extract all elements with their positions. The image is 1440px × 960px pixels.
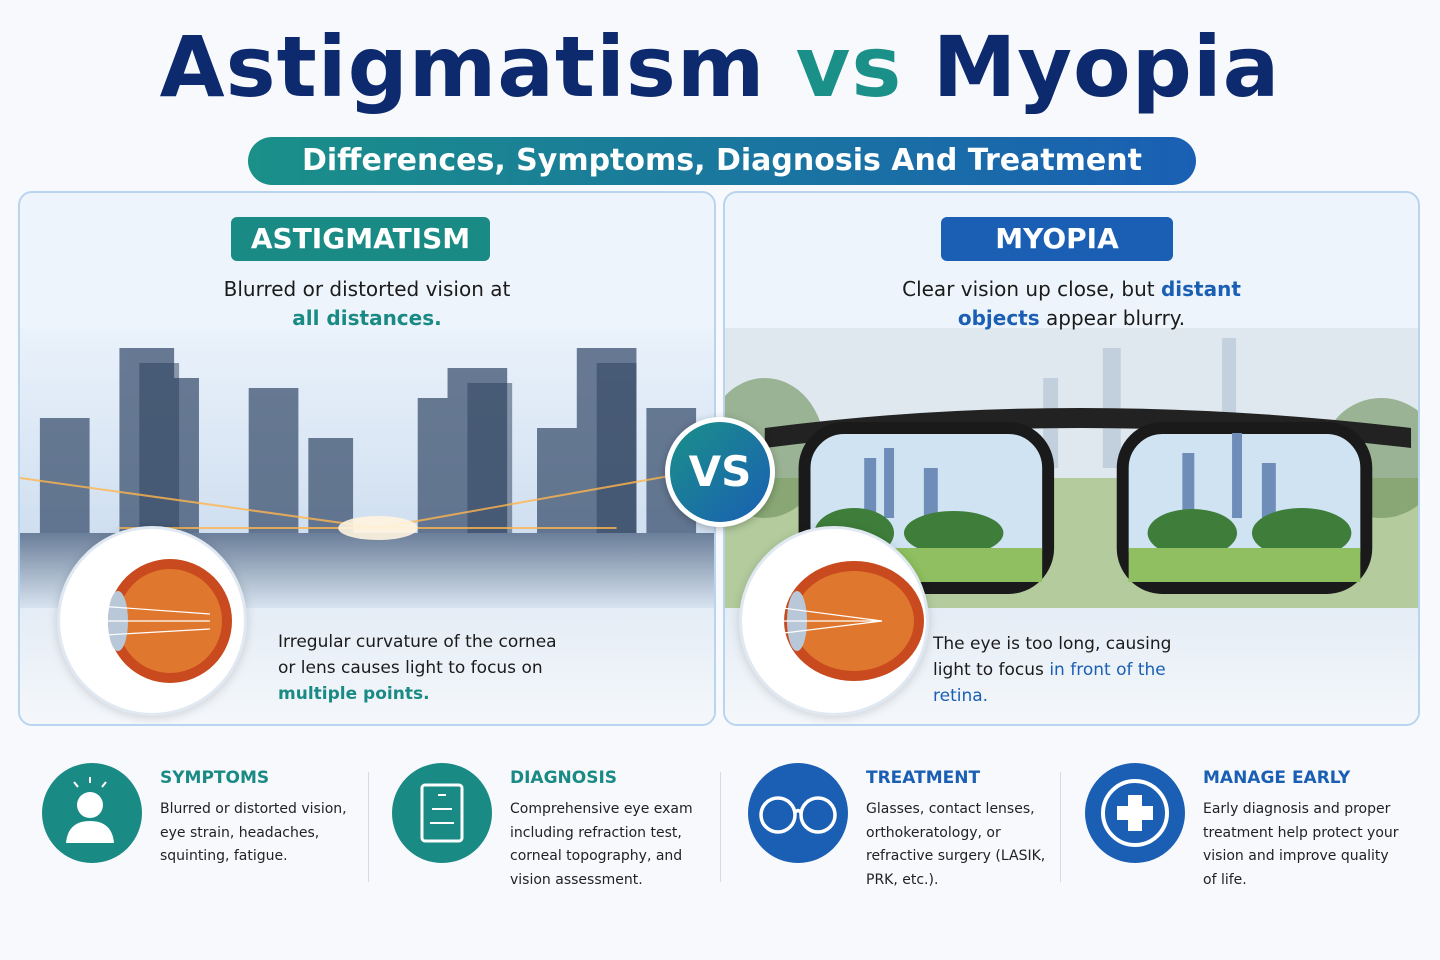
- astigmatism-panel: ASTIGMATISM Blurred or distorted vision …: [18, 191, 716, 726]
- separator: [368, 772, 369, 882]
- feature-title: MANAGE EARLY: [1203, 768, 1351, 788]
- person-icon: [66, 777, 114, 843]
- feature-manage: MANAGE EARLY Early diagnosis and proper …: [1085, 760, 1425, 890]
- glasses-icon: [759, 796, 837, 834]
- blurred-city-image: [20, 328, 714, 608]
- eye-chart-icon: [420, 783, 464, 843]
- panel-title: MYOPIA: [941, 217, 1173, 261]
- feature-text: Comprehensive eye exam including refract…: [510, 801, 693, 888]
- treatment-icon: [748, 763, 848, 863]
- subtitle: Differences, Symptoms, Diagnosis And Tre…: [248, 137, 1196, 185]
- title: Astigmatism vs Myopia: [0, 18, 1440, 116]
- feature-text: Glasses, contact lenses, orthokeratology…: [866, 801, 1046, 888]
- cause-text: The eye is too long, causing light to fo…: [933, 631, 1193, 709]
- feature-title: TREATMENT: [866, 768, 981, 788]
- tagline-text: Blurred or distorted vision at: [223, 277, 511, 301]
- cause-body: The eye is too long, causing light to fo…: [933, 634, 1172, 680]
- separator: [720, 772, 721, 882]
- tagline-text: appear blurry.: [1046, 306, 1186, 330]
- tagline-text: Clear vision up close, but: [902, 277, 1155, 301]
- title-middle: vs: [795, 18, 903, 116]
- feature-symptoms: SYMPTOMS Blurred or distorted vision, ey…: [42, 760, 382, 890]
- tagline-highlight: distant objects: [957, 277, 1241, 330]
- vs-badge: VS: [665, 417, 775, 527]
- symptoms-icon: [42, 763, 142, 863]
- eye-illustration: [751, 561, 924, 681]
- separator: [1060, 772, 1061, 882]
- feature-treatment: TREATMENT Glasses, contact lenses, ortho…: [748, 760, 1088, 890]
- eye-diagram: [57, 526, 247, 716]
- myopia-panel: MYOPIA Clear vision up close, but distan…: [723, 191, 1420, 726]
- diagnosis-icon: [392, 763, 492, 863]
- panel-tagline: Blurred or distorted vision at all distan…: [20, 275, 714, 333]
- cause-highlight: multiple points.: [278, 684, 430, 704]
- feature-diagnosis: DIAGNOSIS Comprehensive eye exam includi…: [392, 760, 732, 890]
- title-right: Myopia: [932, 18, 1281, 116]
- feature-text: Blurred or distorted vision, eye strain,…: [160, 801, 347, 864]
- panel-tagline: Clear vision up close, but distant objec…: [725, 275, 1418, 333]
- cause-text: Irregular curvature of the cornea or len…: [278, 629, 578, 707]
- feature-title: DIAGNOSIS: [510, 768, 618, 788]
- title-left: Astigmatism: [159, 18, 766, 116]
- tagline-highlight: all distances.: [292, 306, 442, 330]
- cause-highlight: in front of the retina.: [933, 660, 1166, 706]
- eye-diagram: [739, 526, 929, 716]
- panel-title: ASTIGMATISM: [231, 217, 490, 261]
- eye-illustration: [69, 559, 232, 683]
- cross-icon: [1101, 779, 1169, 847]
- feature-title: SYMPTOMS: [160, 768, 270, 788]
- feature-text: Early diagnosis and proper treatment hel…: [1203, 801, 1399, 888]
- cause-body: Irregular curvature of the cornea or len…: [278, 632, 557, 678]
- manage-icon: [1085, 763, 1185, 863]
